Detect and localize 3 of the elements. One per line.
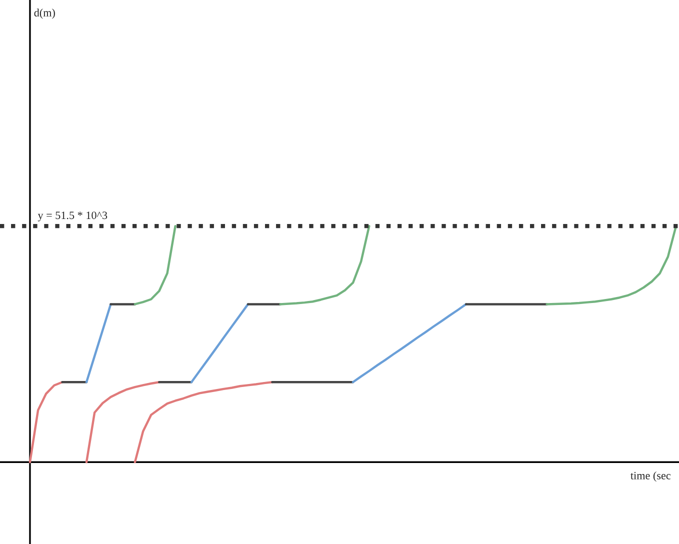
x-axis-title: time (sec — [630, 472, 671, 482]
text: y = 51.5 * 10^3 — [38, 212, 108, 222]
text: d(m) — [34, 8, 55, 19]
